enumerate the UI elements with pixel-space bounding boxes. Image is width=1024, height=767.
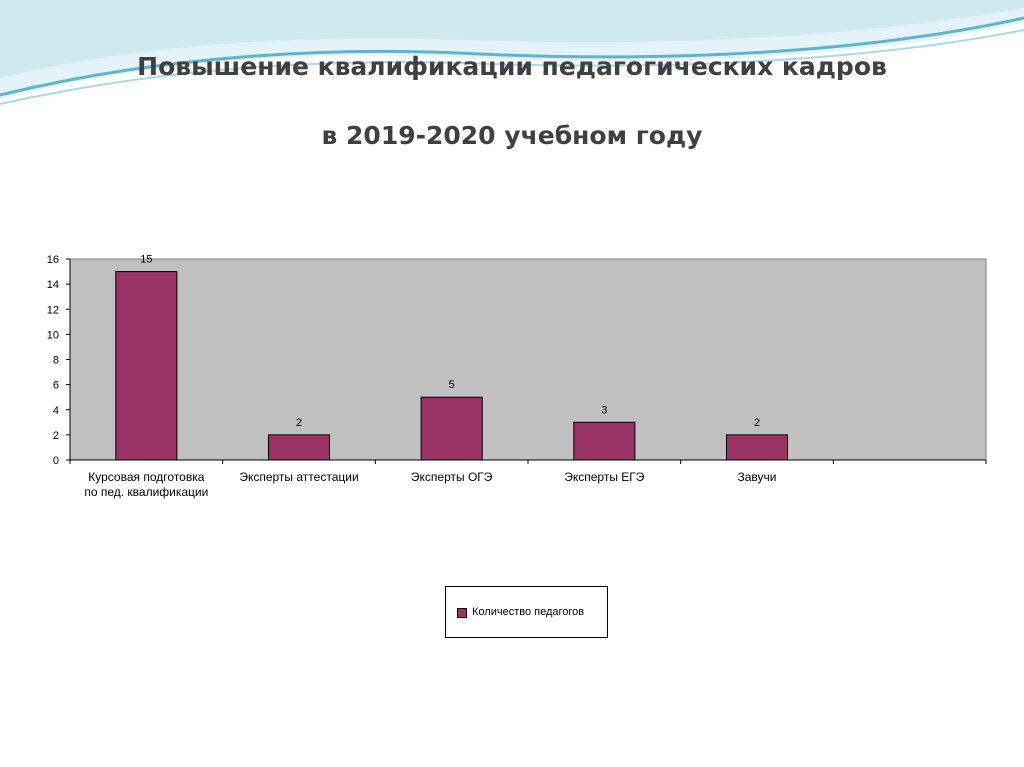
y-axis: 0 2 4 6 8 10 12 14 16 [47,254,71,467]
x-tick-label: Эксперты ОГЭ [411,470,493,484]
data-label: 5 [449,379,455,391]
data-labels: 15 2 5 3 2 [140,254,760,429]
x-tick-label: по пед. квалификации [84,485,208,499]
legend-swatch [457,608,467,618]
y-tick-label: 6 [53,380,59,392]
x-tick-label: Курсовая подготовка [88,470,204,484]
data-label: 2 [754,417,760,429]
y-tick-label: 4 [53,405,59,417]
bar [725,434,789,461]
bar [573,421,636,461]
bar-series [115,271,789,461]
x-tick-label: Эксперты аттестации [239,470,358,484]
y-tick-label: 12 [47,304,59,316]
data-label: 15 [140,254,152,266]
slide-subtitle: в 2019-2020 учебном году [321,121,703,150]
x-tick-label: Завучи [738,470,777,484]
x-tick-label: Эксперты ЕГЭ [564,470,645,484]
bar [115,271,178,461]
chart-legend: Количество педагогов [445,586,608,638]
y-tick-label: 10 [47,329,59,341]
legend-label: Количество педагогов [472,606,585,618]
data-label: 3 [601,404,607,416]
slide-title: Повышение квалификации педагогических ка… [137,52,887,81]
y-tick-label: 8 [53,355,59,367]
y-tick-label: 14 [47,279,59,291]
bar [267,434,331,461]
data-label: 2 [296,417,302,429]
y-tick-label: 2 [53,430,59,442]
y-tick-label: 0 [53,455,59,467]
y-tick-label: 16 [47,254,59,266]
bar [420,396,483,461]
decorative-wave [0,0,1024,105]
plot-area [69,258,987,461]
